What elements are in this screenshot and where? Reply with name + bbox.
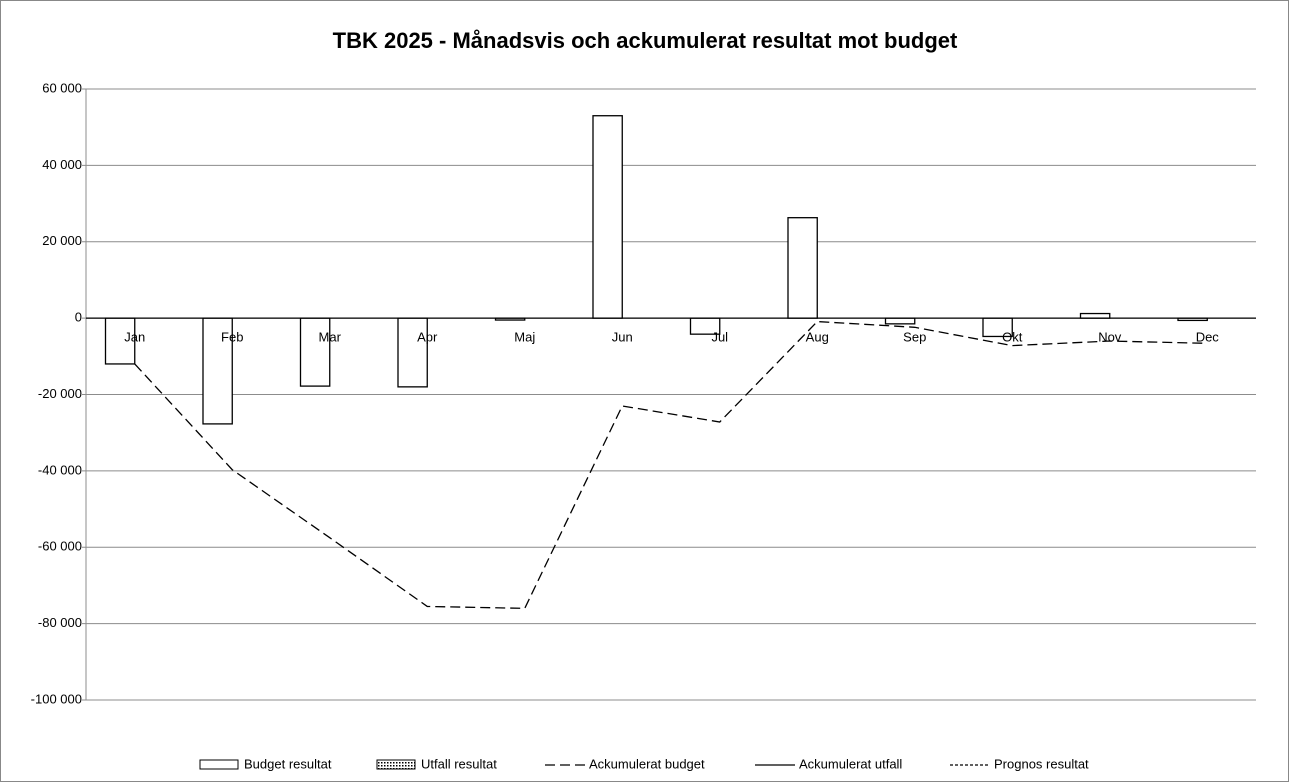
y-tick-label: -100 000 [31, 691, 82, 706]
chart-title: TBK 2025 - Månadsvis och ackumulerat res… [333, 28, 958, 53]
bar [787, 217, 818, 319]
x-tick-label: Jul [711, 330, 728, 345]
x-tick-label: Jan [124, 330, 145, 345]
y-tick-label: -60 000 [38, 539, 82, 554]
x-tick-label: Nov [1098, 330, 1122, 345]
x-tick-label: Aug [806, 330, 829, 345]
bar [397, 317, 428, 388]
x-tick-label: Apr [417, 330, 438, 345]
bar [1079, 312, 1111, 319]
line-series [134, 320, 1208, 610]
y-tick-label: -40 000 [38, 462, 82, 477]
x-tick-label: Jun [612, 330, 633, 345]
bar [202, 317, 233, 425]
bar [299, 317, 331, 387]
y-tick-label: 40 000 [42, 157, 82, 172]
x-tick-label: Okt [1002, 330, 1023, 345]
legend-label: Utfall resultat [421, 756, 497, 771]
x-tick-label: Sep [903, 330, 926, 345]
x-tick-label: Dec [1196, 330, 1220, 345]
legend-swatch [199, 759, 239, 770]
bar [592, 115, 623, 319]
legend-label: Budget resultat [244, 756, 332, 771]
x-tick-label: Maj [514, 330, 535, 345]
y-tick-label: -20 000 [38, 386, 82, 401]
bar [884, 317, 916, 325]
y-tick-label: 20 000 [42, 233, 82, 248]
legend-label: Ackumulerat utfall [799, 756, 902, 771]
x-tick-label: Feb [221, 330, 243, 345]
y-tick-label: 60 000 [42, 80, 82, 95]
legend-label: Prognos resultat [994, 756, 1089, 771]
x-tick-label: Mar [319, 330, 342, 345]
legend-label: Ackumulerat budget [589, 756, 705, 771]
y-tick-label: -80 000 [38, 615, 82, 630]
legend-swatch [376, 759, 416, 770]
y-tick-label: 0 [75, 310, 82, 325]
